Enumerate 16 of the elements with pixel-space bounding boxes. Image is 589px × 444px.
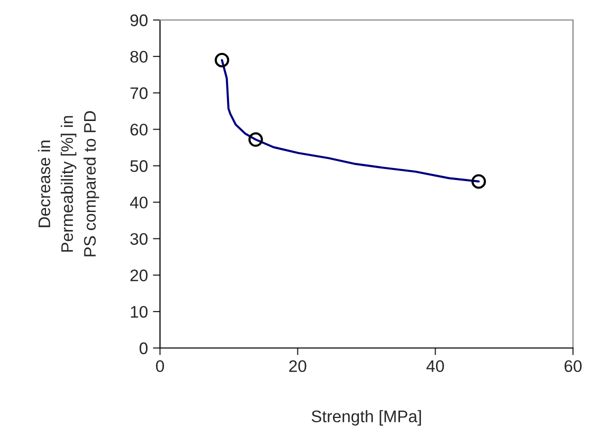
y-tick-label: 60 (130, 124, 148, 136)
y-tick-label: 40 (130, 196, 148, 208)
y-tick-label: 70 (130, 87, 148, 100)
x-axis-title: Strength [MPa] (312, 410, 421, 426)
x-tick-label: 60 (564, 360, 582, 372)
x-tick-label: 20 (289, 360, 306, 372)
y-tick-label: 30 (130, 233, 148, 245)
y-tick-label: 20 (130, 270, 148, 282)
x-tick-label: 40 (426, 360, 444, 372)
y-tick-label: 0 (140, 342, 148, 354)
y-tick-label: 90 (130, 14, 148, 26)
y-tick-label: 50 (130, 160, 148, 172)
x-tick-label: 0 (156, 360, 164, 372)
y-tick-label: 10 (130, 306, 148, 318)
y-axis-title: Decrease in Permeability [%] in PS compared to PD (38, 111, 100, 256)
y-tick-label: 80 (130, 50, 148, 63)
